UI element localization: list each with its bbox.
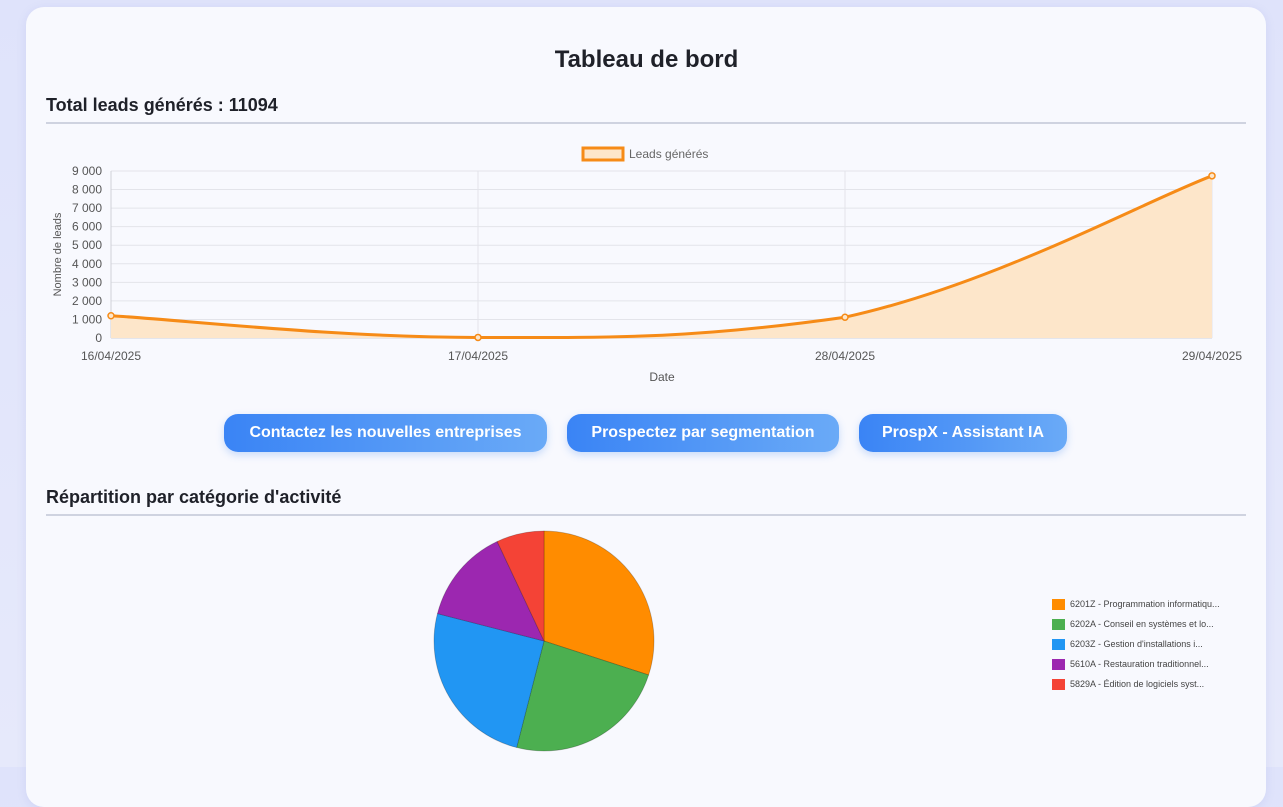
y-tick-label: 1 000 [72,312,102,326]
y-tick-label: 5 000 [72,238,102,252]
y-tick-label: 7 000 [72,201,102,215]
legend-swatch [1052,638,1065,650]
legend-swatch [1052,618,1065,630]
legend-swatch [581,146,625,162]
legend-label: 5610A - Restauration traditionnel... [1070,659,1209,669]
pie-legend: 6201Z - Programmation informatiqu... 6202… [1052,594,1220,694]
series-line [110,174,1213,340]
legend-item: 6201Z - Programmation informatiqu... [1052,594,1220,614]
y-tick-label: 0 [95,331,102,345]
data-point [1208,172,1216,180]
legend-swatch [1052,678,1065,690]
x-axis-title: Date [649,370,675,384]
y-tick-label: 6 000 [72,220,102,234]
category-breakdown-title: Répartition par catégorie d'activité [46,487,342,507]
divider [46,514,1246,516]
x-tick-label: 16/04/2025 [81,349,141,363]
segmentation-prospect-button[interactable]: Prospectez par segmentation [567,414,839,452]
legend-swatch [1052,598,1065,610]
pie-slice [543,530,655,676]
leads-line-chart: 0 1 000 2 000 3 000 4 000 5 000 6 000 7 000 8 00… [52,146,1242,384]
area-fill [111,175,1212,338]
y-tick-label: 2 000 [72,294,102,308]
data-point [841,313,849,321]
x-tick-label: 17/04/2025 [448,349,508,363]
legend-label: 6203Z - Gestion d'installations i... [1070,639,1203,649]
ai-assistant-button[interactable]: ProspX - Assistant IA [859,414,1067,452]
pie-slice [433,613,545,749]
data-point [107,311,115,320]
pie-slice [496,530,545,642]
divider [46,122,1246,124]
y-tick-label: 8 000 [72,183,102,197]
legend-swatch [1052,658,1065,670]
pie-slice [516,640,650,752]
total-leads-title: Total leads générés : 11094 [46,95,278,115]
legend-label: 6201Z - Programmation informatiqu... [1070,599,1220,609]
legend-item: 5829A - Édition de logiciels syst... [1052,674,1220,694]
legend-item: 6203Z - Gestion d'installations i... [1052,634,1220,654]
legend-item: 5610A - Restauration traditionnel... [1052,654,1220,674]
category-pie-chart [433,530,655,752]
x-tick-label: 28/04/2025 [815,349,875,363]
contact-new-companies-button[interactable]: Contactez les nouvelles entreprises [224,414,547,452]
legend-label: 5829A - Édition de logiciels syst... [1070,679,1205,689]
y-axis-title: Nombre de leads [52,212,64,296]
x-tick-label: 29/04/2025 [1182,349,1242,363]
page-title: Tableau de bord [554,46,739,73]
pie-slice [436,540,545,642]
y-tick-label: 9 000 [72,164,102,178]
legend-label: 6202A - Conseil en systèmes et lo... [1070,619,1214,629]
y-tick-label: 4 000 [72,257,102,271]
legend-label: Leads générés [629,147,708,161]
data-point [474,333,482,342]
y-tick-label: 3 000 [72,275,102,289]
legend-item: 6202A - Conseil en systèmes et lo... [1052,614,1220,634]
